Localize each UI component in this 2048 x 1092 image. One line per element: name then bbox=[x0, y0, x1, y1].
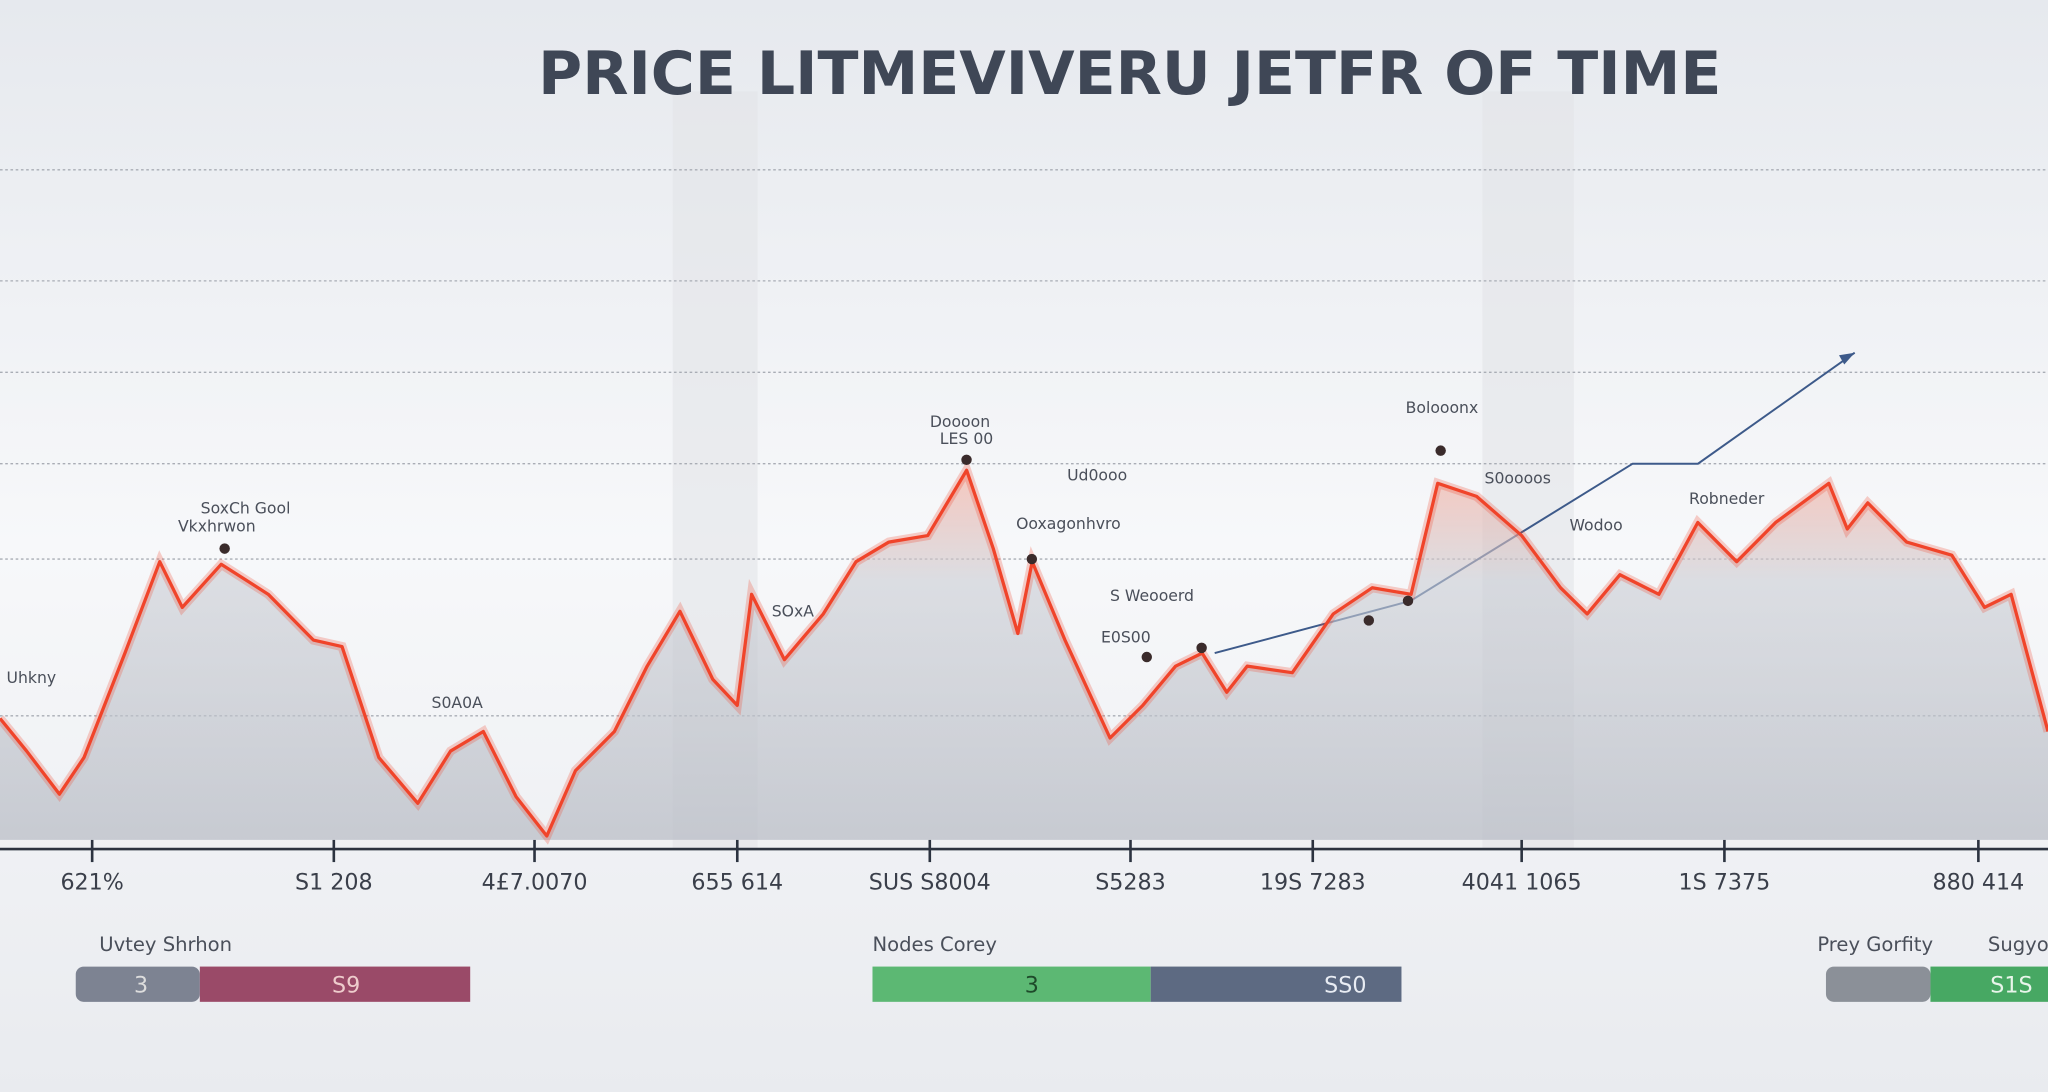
chart-title: PRICE LITMEVIVERU JETFR OF TIME bbox=[538, 39, 1721, 109]
marker-dot bbox=[219, 543, 230, 554]
legend-value: 3 bbox=[1025, 973, 1039, 999]
annotation: S0oooos bbox=[1485, 468, 1551, 487]
marker-dot bbox=[961, 454, 972, 466]
legend-label: Sugyo bbox=[1988, 933, 2048, 956]
annotation: SoxCh Gool bbox=[201, 498, 291, 517]
x-tick-label: S1 208 bbox=[295, 870, 373, 896]
annotation: Uhkny bbox=[7, 668, 57, 687]
x-tick-label: 621% bbox=[60, 870, 123, 896]
annotation: Doooon bbox=[930, 412, 990, 431]
annotation: Ud0ooo bbox=[1067, 466, 1127, 485]
legend-value: 3 bbox=[134, 973, 148, 999]
marker-dot bbox=[1026, 553, 1038, 565]
annotation: Robneder bbox=[1689, 489, 1765, 508]
annotation: Ooxagonhvro bbox=[1016, 514, 1121, 533]
marker-dot bbox=[1141, 651, 1152, 663]
price-line bbox=[0, 468, 2048, 838]
annotation: Wodoo bbox=[1569, 515, 1622, 534]
annotation: S Weooerd bbox=[1110, 586, 1194, 605]
annotation: Vkxhrwon bbox=[178, 517, 256, 536]
arrow-head bbox=[1839, 352, 1855, 365]
marker-dot bbox=[1363, 615, 1375, 626]
x-tick-label: 19S 7283 bbox=[1260, 870, 1366, 896]
marker-dot bbox=[1435, 445, 1446, 456]
legend-label: Nodes Corey bbox=[872, 933, 996, 956]
legend-label: Prey Gorfity bbox=[1817, 933, 1933, 956]
x-tick-label: S5283 bbox=[1095, 870, 1166, 896]
legend-value: S9 bbox=[332, 973, 360, 999]
legend-value: SS0 bbox=[1324, 973, 1366, 999]
marker-dot bbox=[1196, 642, 1207, 654]
annotation: E0S00 bbox=[1101, 628, 1151, 647]
x-tick-label: 1S 7375 bbox=[1679, 870, 1771, 896]
annotation: Bolooonx bbox=[1406, 398, 1479, 417]
x-tick-label: 880 414 bbox=[1932, 870, 2024, 896]
marker-dot bbox=[1402, 595, 1414, 607]
x-tick-label: 4£7.0070 bbox=[482, 870, 588, 896]
legend-bars bbox=[75, 966, 2048, 1002]
x-tick-label: 655 614 bbox=[691, 870, 783, 896]
annotation: SOxA bbox=[772, 602, 815, 621]
x-tick-label: 4041 1065 bbox=[1462, 870, 1582, 896]
x-tick-label: SUS S8004 bbox=[869, 870, 991, 896]
annotation: LES 00 bbox=[940, 429, 993, 448]
legend-value: S1S bbox=[1990, 973, 2032, 999]
legend-label: Uvtey Shrhon bbox=[99, 933, 232, 956]
area bbox=[0, 470, 2048, 840]
annotation: S0A0A bbox=[432, 693, 484, 712]
